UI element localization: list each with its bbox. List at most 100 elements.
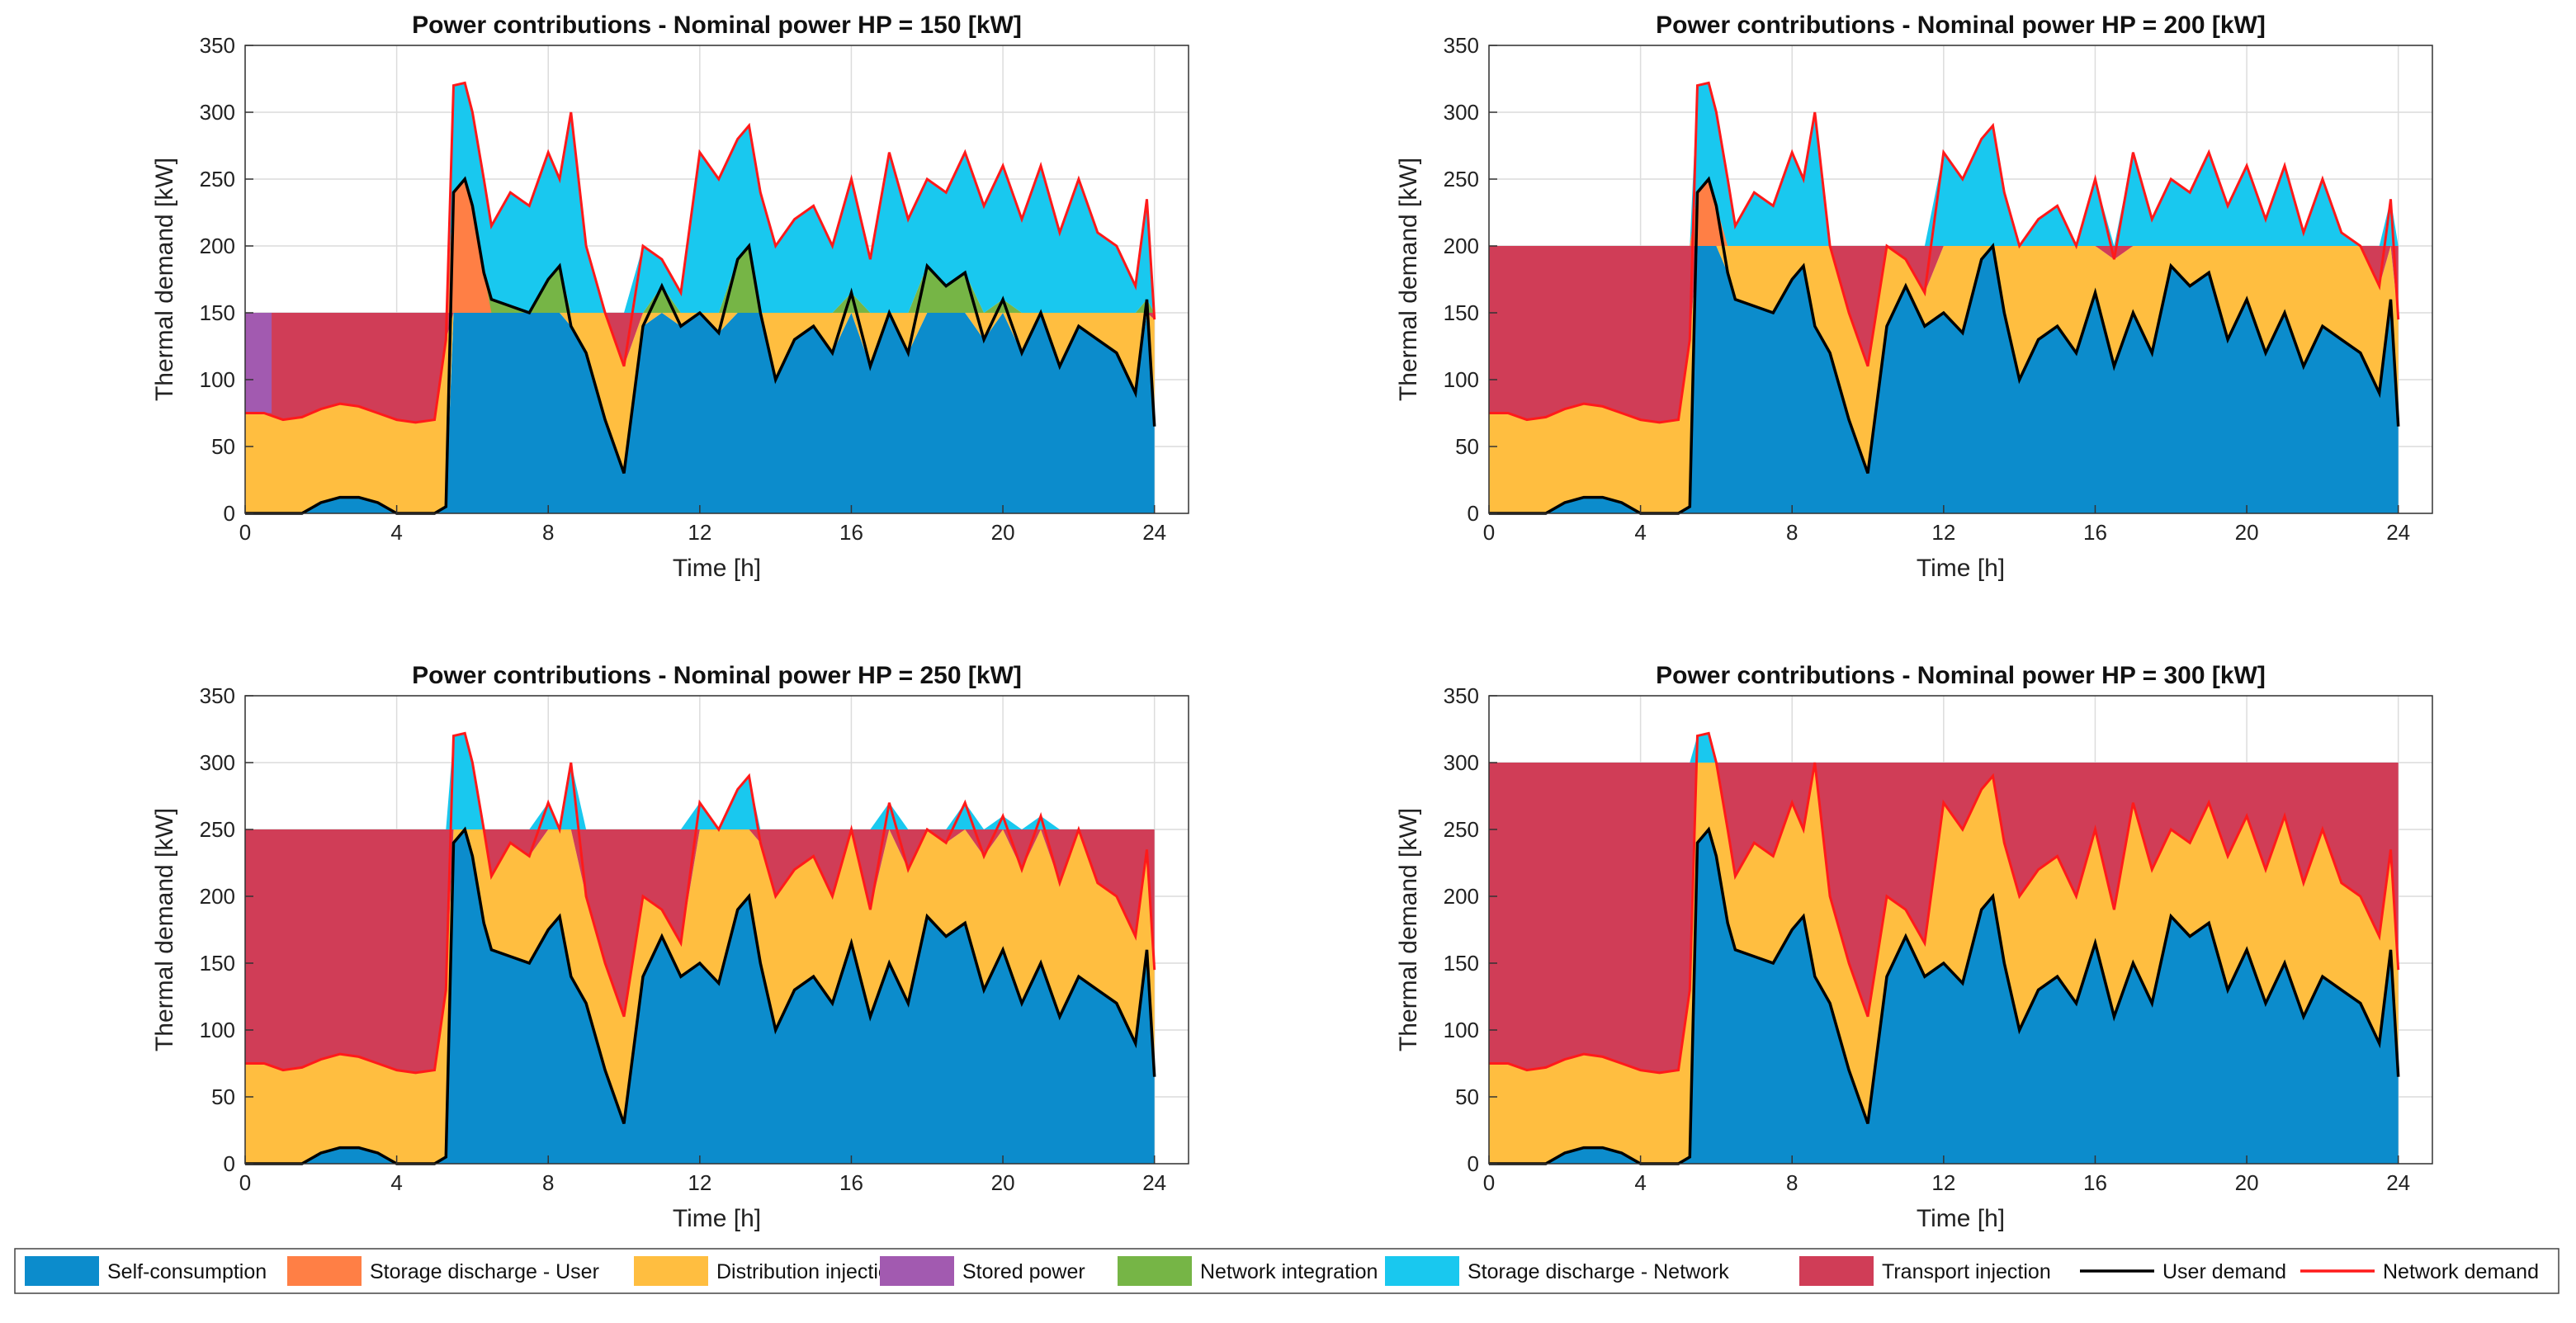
tick-labels: 0 4 8 12 16 20 24 0 50 100 150 200 250 300 350 [1444, 683, 2411, 1195]
area-storage-discharge-network [245, 83, 1155, 314]
y-tick-label: 100 [200, 1018, 235, 1042]
y-tick-label: 50 [211, 1084, 235, 1109]
chart-title: Power contributions - Nominal power HP =… [1656, 12, 2266, 39]
y-tick-label: 200 [200, 234, 235, 258]
area-self-consumption [245, 829, 1155, 1164]
chart-title: Power contributions - Nominal power HP =… [412, 662, 1022, 689]
axes-box [244, 695, 1189, 1165]
y-axis-label: Thermal demand [kW] [151, 158, 178, 401]
x-axis-label: Time [h] [1917, 555, 2005, 582]
legend-swatch [1118, 1256, 1192, 1286]
y-tick-label: 0 [224, 501, 235, 526]
x-tick-label: 24 [2386, 520, 2410, 545]
x-tick-label: 16 [2083, 1170, 2107, 1195]
y-tick-label: 250 [1444, 167, 1479, 191]
chart-panel-2: 0 4 8 12 16 20 24 0 50 100 150 200 250 300 350 Power co… [1395, 12, 2433, 582]
area-transport-injection [245, 829, 1155, 1073]
x-tick-label: 12 [1931, 1170, 1955, 1195]
x-tick-label: 16 [2083, 520, 2107, 545]
legend-label: Stored power [962, 1260, 1085, 1283]
chart-panel-1: 0 4 8 12 16 20 24 0 50 100 150 200 250 300 350 Power co… [151, 12, 1189, 582]
x-tick-label: 20 [2235, 520, 2259, 545]
x-tick-label: 4 [390, 1170, 402, 1195]
y-tick-label: 250 [200, 167, 235, 191]
y-tick-label: 100 [1444, 367, 1479, 392]
x-tick-label: 4 [1634, 520, 1646, 545]
legend-swatch [634, 1256, 708, 1286]
y-tick-label: 350 [200, 33, 235, 58]
legend-label: Self-consumption [107, 1260, 267, 1283]
area-stored-power [245, 313, 272, 413]
y-tick-label: 350 [200, 683, 235, 708]
x-tick-label: 16 [839, 520, 863, 545]
legend-label: Distribution injection [716, 1260, 901, 1283]
x-tick-label: 0 [1483, 1170, 1495, 1195]
y-tick-label: 300 [1444, 750, 1479, 775]
y-tick-label: 300 [200, 100, 235, 125]
area-storage-discharge-user [1489, 179, 2399, 246]
x-axis-label: Time [h] [673, 1205, 761, 1232]
y-tick-label: 0 [1468, 1151, 1479, 1176]
chart-title: Power contributions - Nominal power HP =… [412, 12, 1022, 39]
area-storage-discharge-network [245, 733, 1155, 829]
y-tick-label: 200 [1444, 884, 1479, 909]
legend: Self-consumption Storage discharge - User… [14, 1248, 2559, 1294]
axes-box [1488, 695, 2433, 1165]
y-axis-label: Thermal demand [kW] [151, 808, 178, 1051]
y-tick-label: 0 [1468, 501, 1479, 526]
x-tick-label: 24 [1142, 1170, 1166, 1195]
chart-panel-4: 0 4 8 12 16 20 24 0 50 100 150 200 250 300 350 Power co… [1395, 662, 2433, 1232]
y-tick-label: 50 [1455, 434, 1479, 459]
y-tick-label: 300 [200, 750, 235, 775]
y-tick-label: 350 [1444, 683, 1479, 708]
x-tick-label: 12 [1931, 520, 1955, 545]
y-tick-label: 50 [211, 434, 235, 459]
tick-labels: 0 4 8 12 16 20 24 0 50 100 150 200 250 300 350 [200, 33, 1167, 545]
x-tick-label: 0 [1483, 520, 1495, 545]
x-tick-label: 20 [2235, 1170, 2259, 1195]
y-tick-label: 350 [1444, 33, 1479, 58]
chart-title: Power contributions - Nominal power HP =… [1656, 662, 2266, 689]
area-self-consumption [1489, 246, 2399, 513]
x-tick-label: 0 [239, 1170, 251, 1195]
line-network-demand [245, 81, 1156, 424]
area-distribution-injection [1489, 246, 2399, 513]
area-distribution-injection [245, 313, 1155, 513]
area-self-consumption [245, 313, 1155, 513]
area-transport-injection [245, 313, 1155, 423]
chart-panel-3: 0 4 8 12 16 20 24 0 50 100 150 200 250 300 350 Power co… [151, 662, 1189, 1232]
area-self-consumption [1489, 829, 2399, 1164]
x-tick-label: 12 [688, 1170, 711, 1195]
legend-label: User demand [2162, 1260, 2286, 1283]
line-network-demand [1489, 81, 2400, 424]
y-tick-label: 250 [200, 817, 235, 842]
axes-box [244, 45, 1189, 514]
y-tick-label: 50 [1455, 1084, 1479, 1109]
legend-label: Network integration [1200, 1260, 1378, 1283]
y-tick-label: 100 [200, 367, 235, 392]
legend-swatch [25, 1256, 99, 1286]
y-tick-label: 200 [200, 884, 235, 909]
x-tick-label: 0 [239, 520, 251, 545]
x-tick-label: 4 [390, 520, 402, 545]
y-tick-label: 150 [1444, 951, 1479, 976]
tick-labels: 0 4 8 12 16 20 24 0 50 100 150 200 250 300 350 [200, 683, 1167, 1195]
line-network-demand [1489, 731, 2400, 1075]
tick-labels: 0 4 8 12 16 20 24 0 50 100 150 200 250 300 350 [1444, 33, 2411, 545]
x-tick-label: 8 [1786, 520, 1798, 545]
y-tick-label: 300 [1444, 100, 1479, 125]
legend-label: Transport injection [1882, 1260, 2051, 1283]
area-transport-injection [1489, 763, 2399, 1073]
x-tick-label: 8 [1786, 1170, 1798, 1195]
x-tick-label: 12 [688, 520, 711, 545]
x-tick-label: 20 [991, 1170, 1015, 1195]
x-tick-label: 4 [1634, 1170, 1646, 1195]
legend-label: Storage discharge - Network [1468, 1260, 1729, 1283]
x-tick-label: 20 [991, 520, 1015, 545]
y-tick-label: 200 [1444, 234, 1479, 258]
y-tick-label: 0 [224, 1151, 235, 1176]
legend-swatch [1799, 1256, 1874, 1286]
x-tick-label: 24 [1142, 520, 1166, 545]
